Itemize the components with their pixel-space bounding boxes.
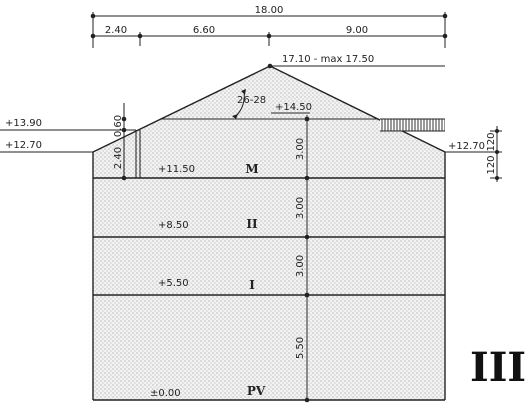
- segment-width-1: 2.40: [105, 25, 127, 36]
- floor-height-pv: 5.50: [295, 337, 306, 359]
- knee-wall-height-label: 2.40: [113, 147, 124, 169]
- right-eave-level: +12.70: [448, 141, 485, 152]
- floor-name-i: I: [249, 278, 255, 292]
- overall-width-label: 18.00: [255, 5, 284, 16]
- roof-annotations: 17.10 - max 17.50 26-28 +14.50: [232, 54, 445, 119]
- roof-pitch-label: 26-28: [237, 95, 266, 106]
- level-m: +11.50: [158, 164, 195, 175]
- floor-name-pv: PV: [247, 384, 266, 398]
- floor-height-chain: 3.00 3.00 3.00 5.50: [295, 115, 310, 403]
- segment-width-2: 6.60: [193, 25, 215, 36]
- left-level-marks: +13.90 +12.70 0.60 2.40: [0, 103, 136, 181]
- level-ii: +8.50: [158, 220, 189, 231]
- eave-hatch: [380, 119, 445, 131]
- right-dim-upper: 120: [486, 132, 497, 151]
- attic-level-label: +14.50: [275, 102, 312, 113]
- right-dim-lower: 120: [486, 155, 497, 174]
- left-eave-level: +12.70: [5, 140, 42, 151]
- floor-height-ii: 3.00: [295, 197, 306, 219]
- roof-attic-fill: [93, 66, 445, 178]
- top-dimension-chain: 18.00 2.40 6.60 9.00: [90, 5, 448, 48]
- level-i: +5.50: [158, 278, 189, 289]
- section-label: III: [470, 344, 526, 391]
- right-level-marks: +12.70 120 120: [445, 126, 502, 182]
- floor-name-ii: II: [246, 217, 258, 231]
- segment-width-3: 9.00: [346, 25, 368, 36]
- roof-thickness-label: 0.60: [113, 115, 124, 137]
- floor-height-m: 3.00: [295, 138, 306, 160]
- eave-top-level: +13.90: [5, 118, 42, 129]
- floor-height-i: 3.00: [295, 255, 306, 277]
- floors-fill: [93, 178, 445, 400]
- ridge-height-label: 17.10 - max 17.50: [282, 54, 374, 65]
- level-pv: ±0.00: [150, 388, 181, 399]
- floor-name-m: M: [245, 162, 258, 176]
- floor-labels: +11.50 M +8.50 II +5.50 I ±0.00 PV: [150, 162, 266, 399]
- building-section: [92, 65, 446, 401]
